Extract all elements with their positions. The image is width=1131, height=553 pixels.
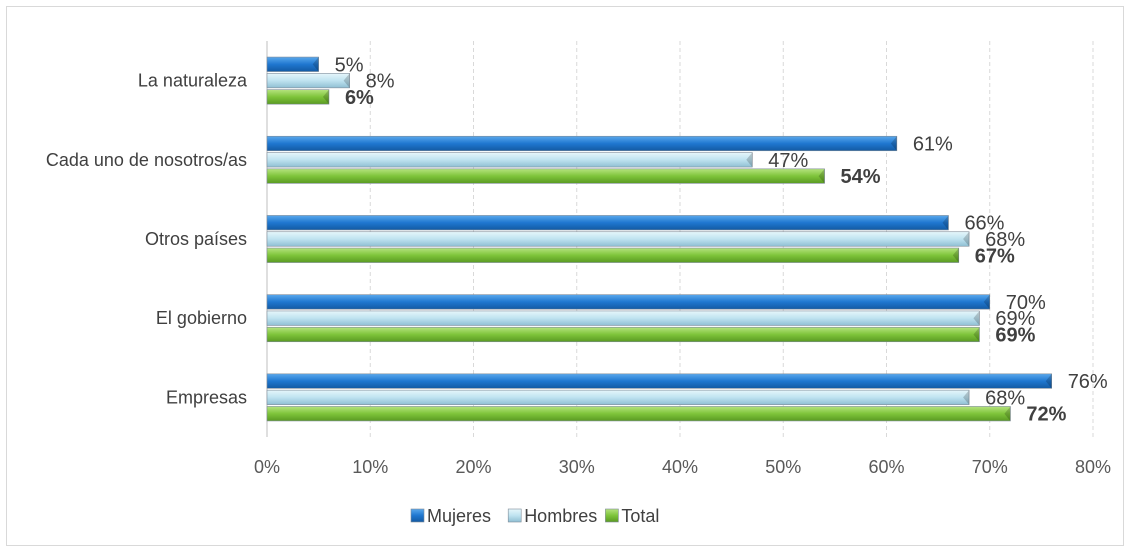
data-label: 66% <box>964 213 1004 235</box>
bar-total <box>266 326 980 343</box>
x-tick-label: 0% <box>254 457 280 477</box>
x-tick-label: 20% <box>455 457 491 477</box>
bar-total <box>266 89 330 105</box>
x-tick-label: 50% <box>765 457 801 477</box>
x-tick-label: 40% <box>662 457 698 477</box>
x-tick-label: 30% <box>559 457 595 477</box>
legend-swatch-mujeres <box>410 508 425 523</box>
bar-hombres <box>266 231 970 247</box>
x-tick-label: 60% <box>868 457 904 477</box>
data-label: 70% <box>1006 292 1046 314</box>
bar-end-bevel <box>973 327 980 342</box>
data-label: 76% <box>1068 371 1108 393</box>
bar-end-bevel <box>1045 373 1052 389</box>
bar-hombres <box>266 73 350 89</box>
legend-swatch-total <box>605 508 619 523</box>
x-tick-label: 80% <box>1075 457 1111 477</box>
data-label: 72% <box>1026 404 1066 426</box>
legend-label: Total <box>621 506 659 526</box>
bar-end-bevel <box>963 231 970 247</box>
data-label: 47% <box>768 150 808 172</box>
category-label: Empresas <box>166 387 247 407</box>
bar-end-bevel <box>746 152 753 168</box>
bar-total <box>266 247 960 263</box>
category-label: La naturaleza <box>138 71 248 91</box>
category-label: El gobierno <box>156 308 247 328</box>
data-label: 67% <box>975 245 1015 267</box>
bar-end-bevel <box>1004 406 1011 421</box>
bar-end-bevel <box>322 89 329 105</box>
data-label: 6% <box>345 87 374 109</box>
data-label: 8% <box>366 71 395 93</box>
bar-end-bevel <box>983 294 990 310</box>
data-label: 61% <box>913 134 953 156</box>
bar-total <box>266 168 825 184</box>
bar-end-bevel <box>312 57 319 72</box>
bar-mujeres <box>266 135 898 152</box>
bar-end-bevel <box>952 248 959 263</box>
data-label: 68% <box>985 387 1025 409</box>
x-tick-label: 70% <box>972 457 1008 477</box>
bar-end-bevel <box>942 215 949 230</box>
bar-hombres <box>266 389 970 405</box>
legend-label: Mujeres <box>427 506 491 526</box>
data-label: 5% <box>335 54 364 76</box>
bar-hombres <box>266 152 753 168</box>
bar-chart: 0% 10% 20% 30% 40% 50% 60% 70% 80% La naturaleza 5… <box>46 41 1111 526</box>
category-label: Cada uno de nosotros/as <box>46 150 247 170</box>
category-label: Otros países <box>145 229 247 249</box>
bar-mujeres <box>266 56 319 72</box>
bar-hombres <box>266 310 980 326</box>
bar-end-bevel <box>343 73 350 88</box>
bar-end-bevel <box>890 136 897 151</box>
x-tick-label: 10% <box>352 457 388 477</box>
bar-mujeres <box>266 294 991 310</box>
data-label: 54% <box>841 166 881 188</box>
data-label: 69% <box>995 308 1035 330</box>
bar-total <box>266 406 1011 422</box>
bar-end-bevel <box>973 310 980 326</box>
bar-end-bevel <box>818 168 825 184</box>
legend-label: Hombres <box>524 506 597 526</box>
data-label: 69% <box>995 325 1035 347</box>
data-label: 68% <box>985 229 1025 251</box>
chart-frame: 0% 10% 20% 30% 40% 50% 60% 70% 80% La naturaleza 5… <box>6 6 1124 546</box>
bar-mujeres <box>266 373 1053 389</box>
legend-swatch-hombres <box>507 508 522 523</box>
bar-end-bevel <box>963 390 970 405</box>
bar-mujeres <box>266 215 949 231</box>
